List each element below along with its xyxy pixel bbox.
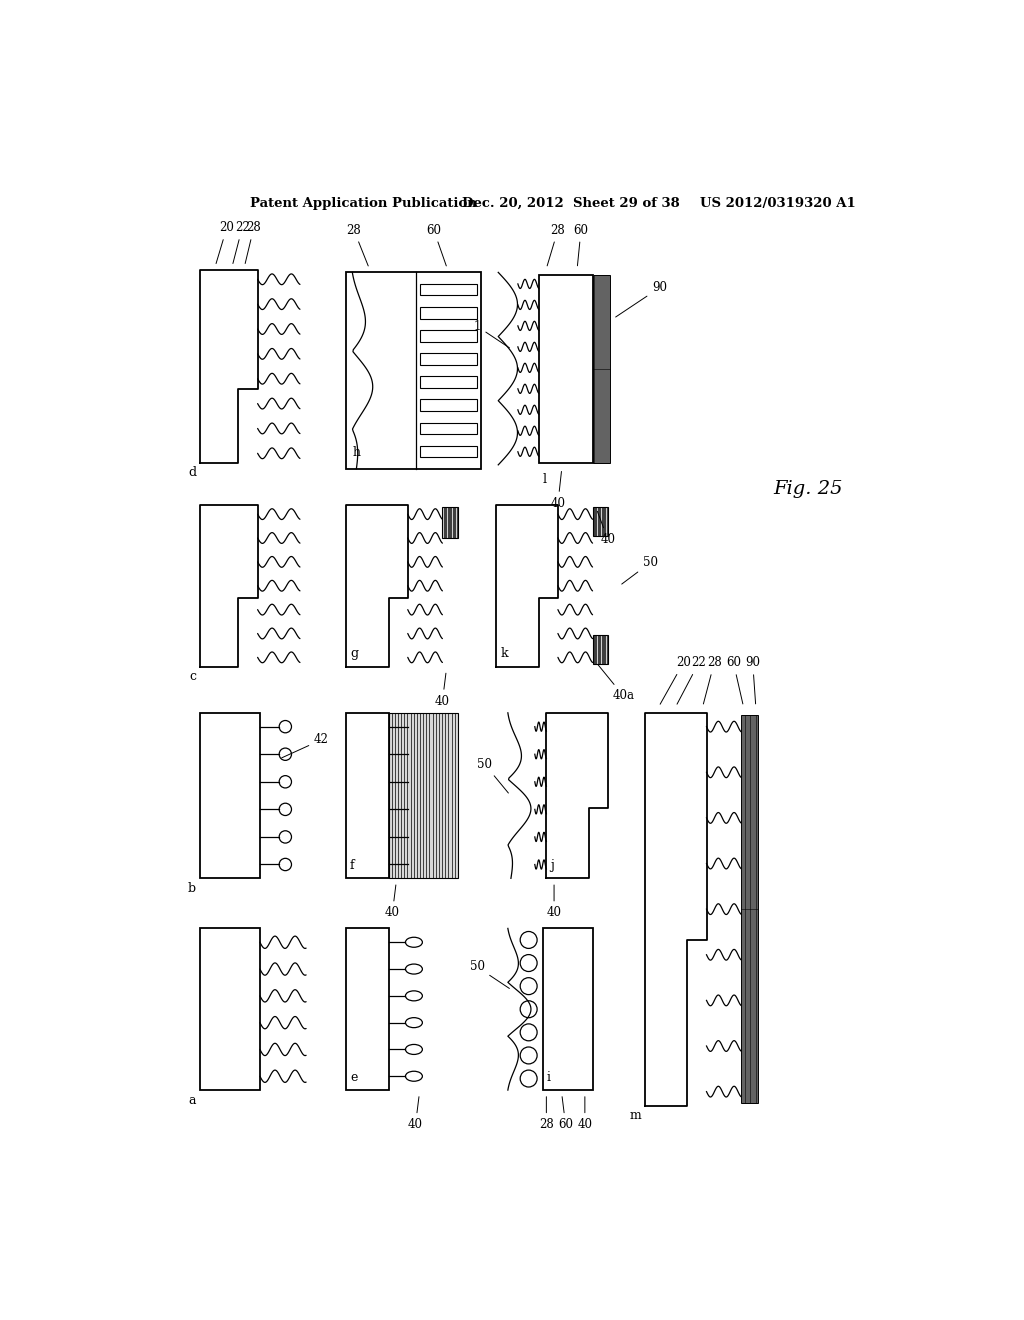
Text: Patent Application Publication: Patent Application Publication [250,197,476,210]
Bar [741,715,758,1104]
Text: 40: 40 [385,884,399,920]
Text: 60: 60 [573,223,589,265]
Bar [420,284,477,296]
Text: 20: 20 [660,656,691,704]
Bar [420,330,477,342]
Text: Dec. 20, 2012  Sheet 29 of 38: Dec. 20, 2012 Sheet 29 of 38 [462,197,679,210]
Text: d: d [187,466,196,479]
Bar [200,713,260,878]
Text: 22: 22 [232,222,250,264]
Bar [420,400,477,411]
Text: m: m [630,1109,641,1122]
Bar [420,446,477,457]
Text: e: e [350,1071,357,1084]
Bar [593,507,608,536]
Text: 40: 40 [435,673,450,708]
Bar [346,928,388,1090]
Text: 42: 42 [282,733,329,758]
Text: 1: 1 [473,319,509,348]
Bar [420,354,477,364]
Text: 60: 60 [426,223,446,265]
Text: a: a [188,1094,196,1107]
Text: 28: 28 [245,222,261,264]
Bar [593,275,609,463]
Bar [539,275,593,463]
Text: 50: 50 [470,961,509,989]
Text: j: j [550,859,554,873]
Bar [420,308,477,318]
Text: 90: 90 [615,281,667,317]
Text: 28: 28 [547,223,565,265]
Text: i: i [547,1071,550,1084]
Text: b: b [187,882,196,895]
Bar [388,713,458,878]
Text: h: h [352,446,360,459]
Text: 22: 22 [677,656,707,704]
Text: 90: 90 [745,656,760,704]
Text: k: k [500,647,508,660]
Text: 40: 40 [597,511,615,546]
Text: US 2012/0319320 A1: US 2012/0319320 A1 [700,197,856,210]
Text: 60: 60 [726,656,742,704]
Text: 40: 40 [578,1097,592,1131]
Text: 28: 28 [539,1097,554,1131]
Text: 40a: 40a [598,665,634,702]
Bar [543,928,593,1090]
Bar [200,928,260,1090]
Bar [442,507,458,539]
Bar [593,635,608,664]
Bar [346,713,388,878]
Text: 40: 40 [547,884,561,920]
Text: f: f [350,859,354,873]
Text: 40: 40 [408,1097,423,1131]
Text: Fig. 25: Fig. 25 [773,480,843,499]
Text: c: c [189,671,196,684]
Bar [420,422,477,434]
Text: 20: 20 [216,222,234,264]
Text: 40: 40 [551,471,565,510]
Text: l: l [543,473,547,486]
Text: 50: 50 [622,556,657,583]
Text: 28: 28 [346,223,369,265]
Text: g: g [350,647,358,660]
Text: 28: 28 [703,656,722,704]
Text: 60: 60 [558,1097,573,1131]
Text: 50: 50 [477,758,508,793]
Bar [346,272,481,469]
Bar [420,376,477,388]
